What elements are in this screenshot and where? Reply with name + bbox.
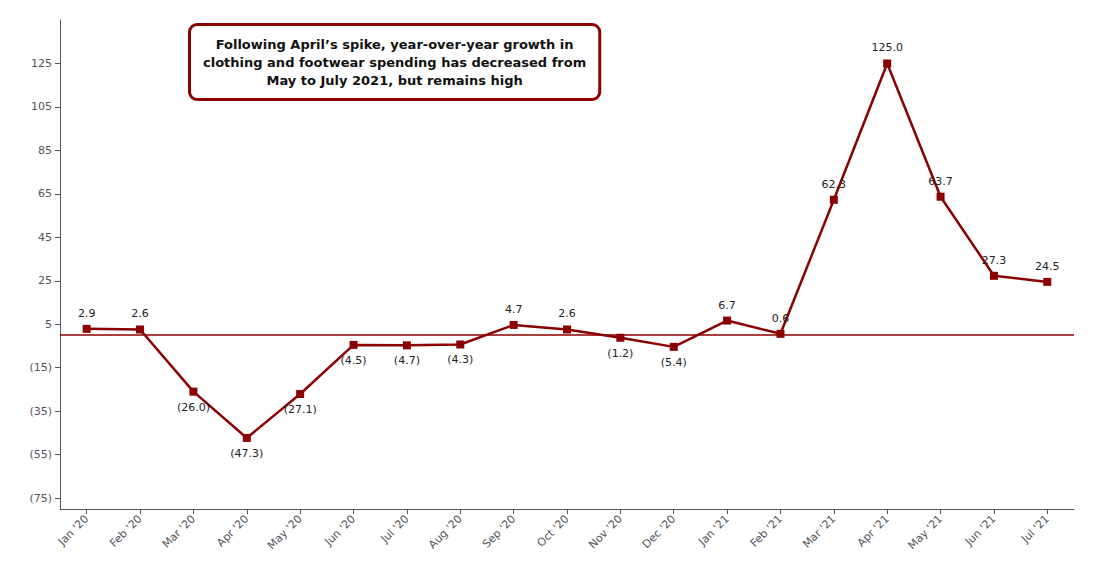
svg-text:Apr '20: Apr '20 (214, 512, 251, 549)
svg-text:(35): (35) (29, 405, 52, 418)
svg-text:(4.5): (4.5) (340, 354, 366, 367)
svg-text:(5.4): (5.4) (661, 356, 687, 369)
svg-text:(26.0): (26.0) (177, 401, 210, 414)
svg-text:(4.7): (4.7) (394, 354, 420, 367)
svg-text:25: 25 (38, 274, 52, 287)
svg-text:2.6: 2.6 (131, 307, 149, 320)
svg-text:Jul '21: Jul '21 (1018, 512, 1052, 546)
svg-text:24.5: 24.5 (1035, 260, 1060, 273)
svg-text:45: 45 (38, 231, 52, 244)
svg-text:27.3: 27.3 (982, 254, 1007, 267)
svg-text:(75): (75) (29, 492, 52, 505)
svg-text:Jun '21: Jun '21 (962, 512, 999, 549)
svg-text:(27.1): (27.1) (284, 403, 317, 416)
svg-text:Jan '21: Jan '21 (695, 512, 731, 548)
svg-text:May to July 2021, but remains: May to July 2021, but remains high (266, 73, 522, 88)
svg-text:(55): (55) (29, 448, 52, 461)
svg-text:0.6: 0.6 (772, 312, 790, 325)
svg-text:Oct '20: Oct '20 (534, 512, 571, 549)
svg-text:105: 105 (31, 100, 52, 113)
svg-text:2.9: 2.9 (78, 307, 96, 320)
svg-text:Jul '20: Jul '20 (378, 512, 412, 546)
svg-text:6.7: 6.7 (718, 299, 736, 312)
svg-text:Aug '20: Aug '20 (426, 512, 465, 551)
svg-text:Dec '20: Dec '20 (640, 512, 679, 551)
svg-text:Feb '20: Feb '20 (107, 512, 144, 549)
svg-text:Jan '20: Jan '20 (55, 512, 91, 548)
svg-text:125.0: 125.0 (871, 41, 903, 54)
svg-text:Apr '21: Apr '21 (855, 512, 892, 549)
svg-text:May '21: May '21 (905, 512, 945, 552)
svg-text:Feb '21: Feb '21 (748, 512, 785, 549)
svg-text:4.7: 4.7 (505, 303, 523, 316)
svg-text:(15): (15) (29, 361, 52, 374)
svg-text:62.3: 62.3 (822, 178, 847, 191)
svg-text:65: 65 (38, 187, 52, 200)
svg-text:(4.3): (4.3) (447, 353, 473, 366)
svg-text:May '20: May '20 (265, 512, 305, 552)
svg-text:2.6: 2.6 (558, 307, 576, 320)
svg-text:Nov '20: Nov '20 (586, 512, 625, 551)
svg-text:Mar '20: Mar '20 (160, 512, 198, 550)
svg-text:(1.2): (1.2) (607, 347, 633, 360)
svg-text:(47.3): (47.3) (230, 447, 263, 460)
svg-text:85: 85 (38, 144, 52, 157)
svg-text:125: 125 (31, 57, 52, 70)
svg-text:Following April’s spike, year-: Following April’s spike, year-over-year … (216, 37, 574, 52)
svg-text:Mar '21: Mar '21 (800, 512, 838, 550)
svg-text:63.7: 63.7 (928, 175, 953, 188)
svg-text:Sep '20: Sep '20 (480, 512, 518, 550)
svg-text:5: 5 (45, 318, 52, 331)
svg-text:Jun '20: Jun '20 (322, 512, 359, 549)
svg-text:clothing and footwear spending: clothing and footwear spending has decre… (203, 55, 586, 70)
